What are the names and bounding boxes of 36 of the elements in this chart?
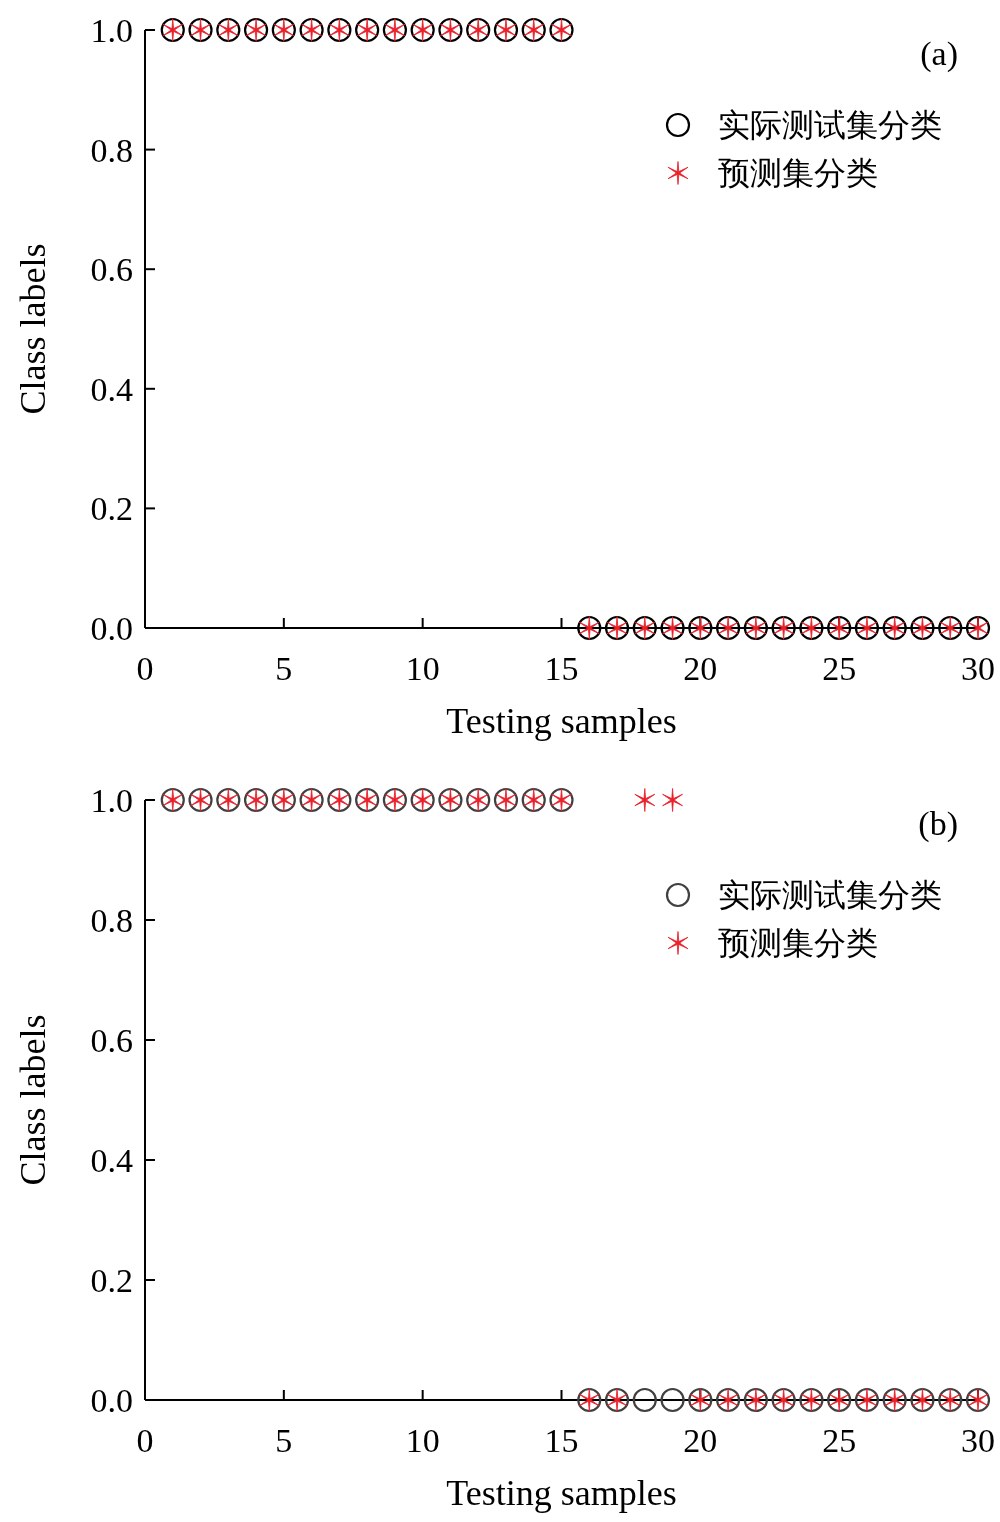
annotation: (a)	[920, 35, 958, 73]
y-axis-title: Class labels	[13, 243, 53, 415]
x-tick-label: 0	[136, 1422, 154, 1459]
x-tick-label: 20	[683, 650, 718, 687]
y-tick-label: 0.6	[90, 251, 133, 289]
y-axis-title: Class labels	[13, 1014, 53, 1186]
legend-label: 实际测试集分类	[718, 877, 942, 913]
y-tick-label: 0.6	[90, 1022, 133, 1059]
x-tick-label: 15	[544, 650, 579, 687]
y-tick-label: 0.8	[90, 131, 133, 169]
x-axis-title: Testing samples	[446, 701, 677, 741]
x-tick-label: 25	[822, 1422, 857, 1459]
annotation: (b)	[918, 805, 958, 843]
legend-label: 实际测试集分类	[718, 107, 942, 143]
x-tick-label: 5	[275, 1422, 293, 1459]
y-tick-label: 0.8	[90, 902, 133, 939]
x-tick-label: 10	[405, 650, 440, 687]
y-tick-label: 0.4	[90, 370, 133, 408]
x-tick-label: 5	[275, 650, 293, 687]
y-tick-label: 0.0	[90, 1382, 133, 1419]
x-tick-label: 0	[136, 650, 154, 687]
y-tick-label: 0.2	[90, 490, 133, 528]
x-tick-label: 30	[961, 650, 995, 687]
y-tick-label: 1.0	[90, 12, 133, 49]
legend-label: 预测集分类	[718, 155, 878, 191]
x-tick-label: 25	[822, 650, 857, 687]
y-tick-label: 0.2	[90, 1262, 133, 1299]
x-tick-label: 15	[544, 1422, 579, 1459]
x-tick-label: 30	[961, 1422, 995, 1459]
x-tick-label: 10	[405, 1422, 440, 1459]
legend-label: 预测集分类	[718, 925, 878, 961]
y-tick-label: 0.0	[90, 610, 133, 647]
x-tick-label: 20	[683, 1422, 718, 1459]
y-tick-label: 0.4	[90, 1142, 133, 1179]
x-axis-title: Testing samples	[446, 1473, 677, 1513]
y-tick-label: 1.0	[90, 782, 133, 819]
